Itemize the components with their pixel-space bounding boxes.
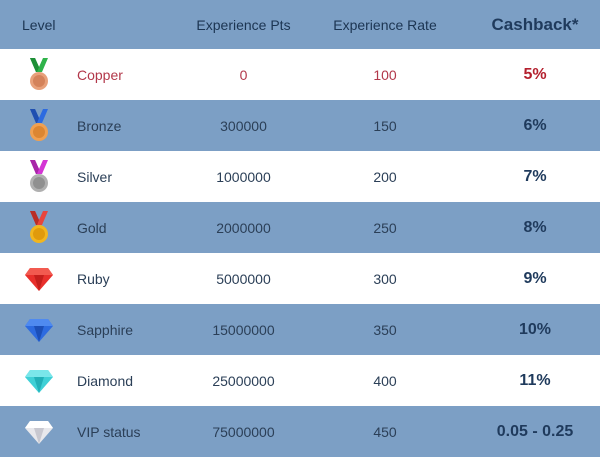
- level-name: VIP status: [77, 423, 141, 440]
- level-name: Copper: [77, 66, 123, 83]
- sapphire-gem-icon: [0, 317, 77, 343]
- table-header: Level Experience Pts Experience Rate Cas…: [0, 0, 600, 49]
- experience-pts: 300000: [220, 117, 267, 134]
- level-name: Ruby: [77, 270, 110, 287]
- experience-pts: 5000000: [216, 270, 271, 287]
- vip-gem-icon: [0, 419, 77, 445]
- level-name: Gold: [77, 219, 107, 236]
- header-experience-rate: Experience Rate: [333, 16, 437, 33]
- table-row: Sapphire 15000000 350 10%: [0, 304, 600, 355]
- experience-rate: 200: [373, 168, 397, 185]
- experience-rate: 250: [373, 219, 397, 236]
- cashback-value: 10%: [518, 320, 552, 338]
- table-row: Ruby 5000000 300 9%: [0, 253, 600, 304]
- bronze-medal-icon: [0, 108, 77, 143]
- cashback-value: 9%: [523, 269, 547, 287]
- experience-rate: 300: [373, 270, 397, 287]
- experience-rate: 450: [373, 423, 397, 440]
- cashback-value: 5%: [523, 65, 547, 83]
- diamond-gem-icon: [0, 368, 77, 394]
- experience-pts: 0: [239, 66, 248, 83]
- silver-medal-icon: [0, 159, 77, 194]
- gold-medal-icon: [0, 210, 77, 245]
- experience-rate: 150: [373, 117, 397, 134]
- table-row: Bronze 300000 150 6%: [0, 100, 600, 151]
- table-row: Copper 0 100 5%: [0, 49, 600, 100]
- experience-pts: 2000000: [216, 219, 271, 236]
- experience-pts: 15000000: [212, 321, 275, 338]
- level-name: Bronze: [77, 117, 122, 134]
- table-row: Silver 1000000 200 7%: [0, 151, 600, 202]
- table-row: VIP status 75000000 450 0.05 - 0.25: [0, 406, 600, 457]
- level-name: Diamond: [77, 372, 134, 389]
- copper-medal-icon: [0, 57, 77, 92]
- cashback-value: 11%: [519, 371, 551, 389]
- header-cashback: Cashback*: [491, 14, 579, 34]
- experience-pts: 75000000: [212, 423, 275, 440]
- cashback-value: 8%: [523, 218, 547, 236]
- experience-pts: 1000000: [216, 168, 271, 185]
- header-level: Level: [22, 16, 56, 33]
- table-row: Gold 2000000 250 8%: [0, 202, 600, 253]
- cashback-value: 0.05 - 0.25: [496, 422, 574, 440]
- experience-rate: 400: [373, 372, 397, 389]
- table-row: Diamond 25000000 400 11%: [0, 355, 600, 406]
- experience-rate: 350: [373, 321, 397, 338]
- level-name: Sapphire: [77, 321, 134, 338]
- cashback-value: 6%: [523, 116, 547, 134]
- level-name: Silver: [77, 168, 113, 185]
- header-experience-pts: Experience Pts: [196, 16, 291, 33]
- cashback-value: 7%: [523, 167, 547, 185]
- ruby-gem-icon: [0, 266, 77, 292]
- experience-pts: 25000000: [212, 372, 275, 389]
- experience-rate: 100: [373, 66, 397, 83]
